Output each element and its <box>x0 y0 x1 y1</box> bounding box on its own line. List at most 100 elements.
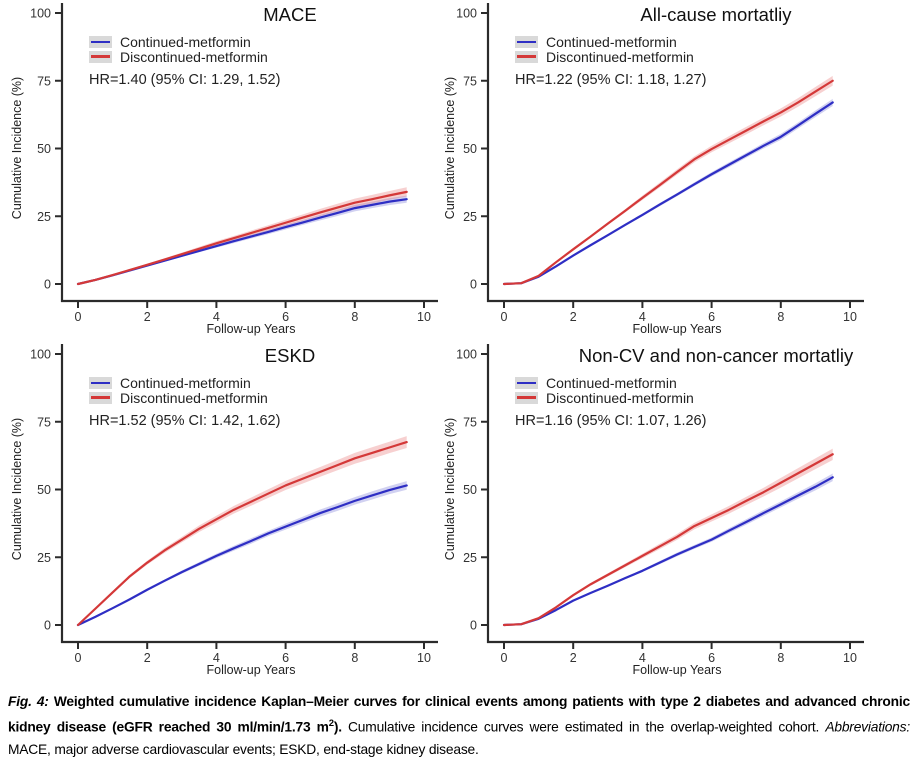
legend-item-discontinued: Discontinued-metformin <box>515 49 694 65</box>
x-tick-label: 8 <box>777 651 784 665</box>
x-tick-label: 6 <box>282 651 289 665</box>
caption-bold-text: Weighted cumulative incidence Kaplan–Mei… <box>8 694 910 735</box>
x-tick-label: 6 <box>708 310 715 324</box>
y-tick-label: 100 <box>30 348 51 362</box>
blue-line-swatch <box>517 40 536 44</box>
caption-fig-label: Fig. 4: <box>8 694 49 709</box>
legend: Continued-metformin Discontinued-metform… <box>515 34 694 65</box>
caption-abbrev-label: Abbreviations: <box>825 719 910 735</box>
legend-label-continued: Continued-metformin <box>546 34 677 51</box>
legend-label-discontinued: Discontinued-metformin <box>546 389 694 406</box>
legend: Continued-metformin Discontinued-metform… <box>515 375 694 406</box>
red-line-swatch <box>517 396 536 399</box>
blue-line-swatch <box>91 381 110 385</box>
y-tick-label: 50 <box>37 142 51 156</box>
x-tick-label: 4 <box>213 651 220 665</box>
y-tick-label: 100 <box>456 348 477 362</box>
x-tick-label: 0 <box>501 651 508 665</box>
x-tick-label: 2 <box>570 310 577 324</box>
confidence-band-1 <box>78 436 407 625</box>
y-tick-label: 100 <box>30 7 51 21</box>
x-axis-label: Follow-up Years <box>206 663 296 677</box>
x-tick-label: 4 <box>639 310 646 324</box>
x-tick-label: 10 <box>843 651 857 665</box>
x-tick-label: 6 <box>282 310 289 324</box>
chart-title-all-cause: All-cause mortatliy <box>640 4 792 25</box>
y-tick-label: 0 <box>470 278 477 292</box>
chart-title-non-cv: Non-CV and non-cancer mortatliy <box>578 345 854 366</box>
x-tick-label: 10 <box>417 651 431 665</box>
axes: 0 25 50 75 100 0 2 4 6 8 10 <box>30 344 438 665</box>
x-axis-label: Follow-up Years <box>632 663 722 677</box>
y-tick-label: 25 <box>37 551 51 565</box>
panel-non-cv-non-cancer-mortality: 0 25 50 75 100 0 2 4 6 8 10 Non-CV and non-cancer … <box>443 341 918 683</box>
km-curve-1 <box>76 190 408 286</box>
hazard-ratio-text: HR=1.22 (95% CI: 1.18, 1.27) <box>515 72 707 88</box>
confidence-band-0 <box>504 98 833 284</box>
x-tick-label: 4 <box>639 651 646 665</box>
y-tick-label: 50 <box>463 142 477 156</box>
x-tick-label: 10 <box>843 310 857 324</box>
legend-item-continued: Continued-metformin <box>515 375 694 392</box>
axes: 0 25 50 75 100 0 2 4 6 8 10 <box>456 344 864 665</box>
x-tick-label: 0 <box>501 310 508 324</box>
y-tick-label: 0 <box>44 619 51 633</box>
y-tick-label: 75 <box>37 74 51 88</box>
legend-label-discontinued: Discontinued-metformin <box>120 389 268 406</box>
hazard-ratio-text: HR=1.40 (95% CI: 1.29, 1.52) <box>89 72 281 88</box>
legend-key-continued <box>515 377 538 390</box>
x-tick-label: 2 <box>570 651 577 665</box>
km-curve-0 <box>76 484 408 627</box>
x-tick-label: 0 <box>75 651 82 665</box>
legend-item-discontinued: Discontinued-metformin <box>89 49 268 65</box>
plot-area-non-cv: 0 25 50 75 100 0 2 4 6 8 10 <box>456 344 864 665</box>
km-curve-0 <box>502 476 834 627</box>
red-line-swatch <box>517 55 536 58</box>
confidence-band-1 <box>504 448 833 625</box>
panel-eskd: 0 25 50 75 100 0 2 4 6 8 10 ESKD Cumulative Incide… <box>0 341 459 683</box>
plot-area-eskd: 0 25 50 75 100 0 2 4 6 8 10 <box>30 344 438 665</box>
legend-key-continued <box>89 36 112 49</box>
km-curve-1 <box>76 440 408 627</box>
legend: Continued-metformin Discontinued-metform… <box>89 375 268 406</box>
axes: 0 25 50 75 100 0 2 4 6 8 10 <box>30 3 438 324</box>
x-tick-label: 0 <box>75 310 82 324</box>
y-tick-label: 75 <box>463 74 477 88</box>
legend-item-continued: Continued-metformin <box>515 34 694 51</box>
axes: 0 25 50 75 100 0 2 4 6 8 10 <box>456 3 864 324</box>
y-axis-label: Cumulative Incidence (%) <box>443 76 457 220</box>
y-axis-label: Cumulative Incidence (%) <box>10 76 24 220</box>
y-tick-label: 75 <box>37 415 51 429</box>
x-tick-label: 8 <box>351 651 358 665</box>
caption-normal-text: Cumulative incidence curves were estimat… <box>348 719 820 735</box>
y-tick-label: 75 <box>463 415 477 429</box>
legend: Continued-metformin Discontinued-metform… <box>89 34 268 65</box>
legend-key-discontinued <box>89 50 112 63</box>
y-tick-label: 100 <box>456 7 477 21</box>
y-tick-label: 25 <box>37 210 51 224</box>
x-tick-label: 6 <box>708 651 715 665</box>
legend-key-discontinued <box>515 50 538 63</box>
y-tick-label: 50 <box>37 483 51 497</box>
legend-label-continued: Continued-metformin <box>546 375 677 392</box>
figure-caption: Fig. 4: Weighted cumulative incidence Ka… <box>8 691 910 761</box>
y-tick-label: 0 <box>470 619 477 633</box>
hazard-ratio-text: HR=1.16 (95% CI: 1.07, 1.26) <box>515 413 707 429</box>
y-tick-label: 0 <box>44 278 51 292</box>
confidence-band-0 <box>504 473 833 625</box>
legend-item-continued: Continued-metformin <box>89 34 268 50</box>
caption-bold-close: ). <box>333 719 342 735</box>
x-axis-label: Follow-up Years <box>206 322 296 336</box>
km-curve-0 <box>502 101 834 286</box>
plot-area-all-cause: 0 25 50 75 100 0 2 4 6 8 10 <box>456 3 864 324</box>
y-axis-label: Cumulative Incidence (%) <box>10 417 24 561</box>
x-axis-label: Follow-up Years <box>632 322 722 336</box>
x-tick-label: 8 <box>351 310 358 324</box>
y-tick-label: 25 <box>463 551 477 565</box>
legend-label-continued: Continued-metformin <box>120 375 251 392</box>
legend-key-continued <box>515 36 538 49</box>
km-curve-1 <box>502 453 834 627</box>
y-tick-label: 50 <box>463 483 477 497</box>
y-axis-label: Cumulative Incidence (%) <box>443 417 457 561</box>
